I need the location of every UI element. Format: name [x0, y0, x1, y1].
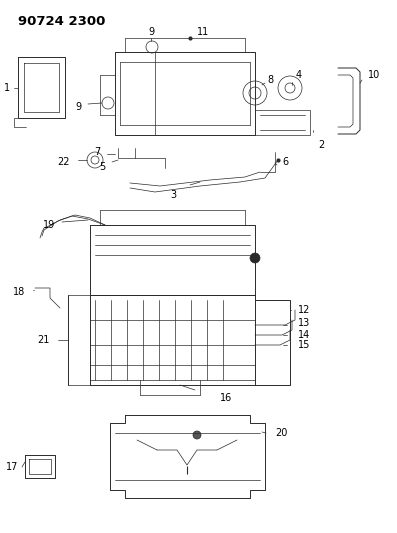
Text: 9: 9 — [76, 102, 82, 112]
Text: 14: 14 — [298, 330, 310, 340]
Text: 16: 16 — [220, 393, 232, 403]
Text: 90724 2300: 90724 2300 — [18, 15, 105, 28]
Text: 20: 20 — [275, 428, 287, 438]
Text: 15: 15 — [298, 340, 310, 350]
Text: 11: 11 — [197, 27, 209, 37]
Text: 1: 1 — [4, 83, 10, 93]
Text: 2: 2 — [318, 140, 324, 150]
Text: 9: 9 — [148, 27, 154, 37]
Text: 19: 19 — [43, 220, 55, 230]
Text: 4: 4 — [296, 70, 302, 80]
Text: 3: 3 — [170, 190, 176, 200]
Text: 18: 18 — [13, 287, 25, 297]
Text: 13: 13 — [298, 318, 310, 328]
Text: 6: 6 — [282, 157, 288, 167]
Circle shape — [250, 253, 260, 263]
Text: 17: 17 — [6, 462, 18, 472]
Text: 7: 7 — [94, 147, 100, 157]
Text: 12: 12 — [298, 305, 310, 315]
Text: 22: 22 — [58, 157, 70, 167]
Text: 10: 10 — [368, 70, 380, 80]
Text: 5: 5 — [99, 162, 105, 172]
Circle shape — [193, 431, 201, 439]
Text: 8: 8 — [267, 75, 273, 85]
Text: 21: 21 — [38, 335, 50, 345]
